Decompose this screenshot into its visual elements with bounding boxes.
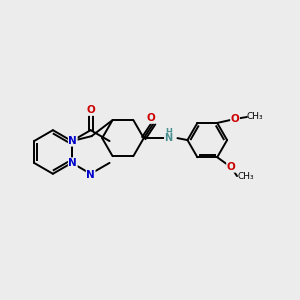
Text: N: N bbox=[165, 133, 173, 143]
Text: N: N bbox=[68, 158, 77, 168]
Text: N: N bbox=[86, 170, 95, 180]
Text: O: O bbox=[231, 114, 239, 124]
Text: O: O bbox=[86, 105, 95, 116]
Text: O: O bbox=[227, 162, 236, 172]
Text: O: O bbox=[146, 113, 155, 123]
Text: CH₃: CH₃ bbox=[247, 112, 264, 122]
Text: CH₃: CH₃ bbox=[237, 172, 253, 181]
Text: N: N bbox=[68, 136, 77, 146]
Text: H: H bbox=[166, 128, 172, 137]
